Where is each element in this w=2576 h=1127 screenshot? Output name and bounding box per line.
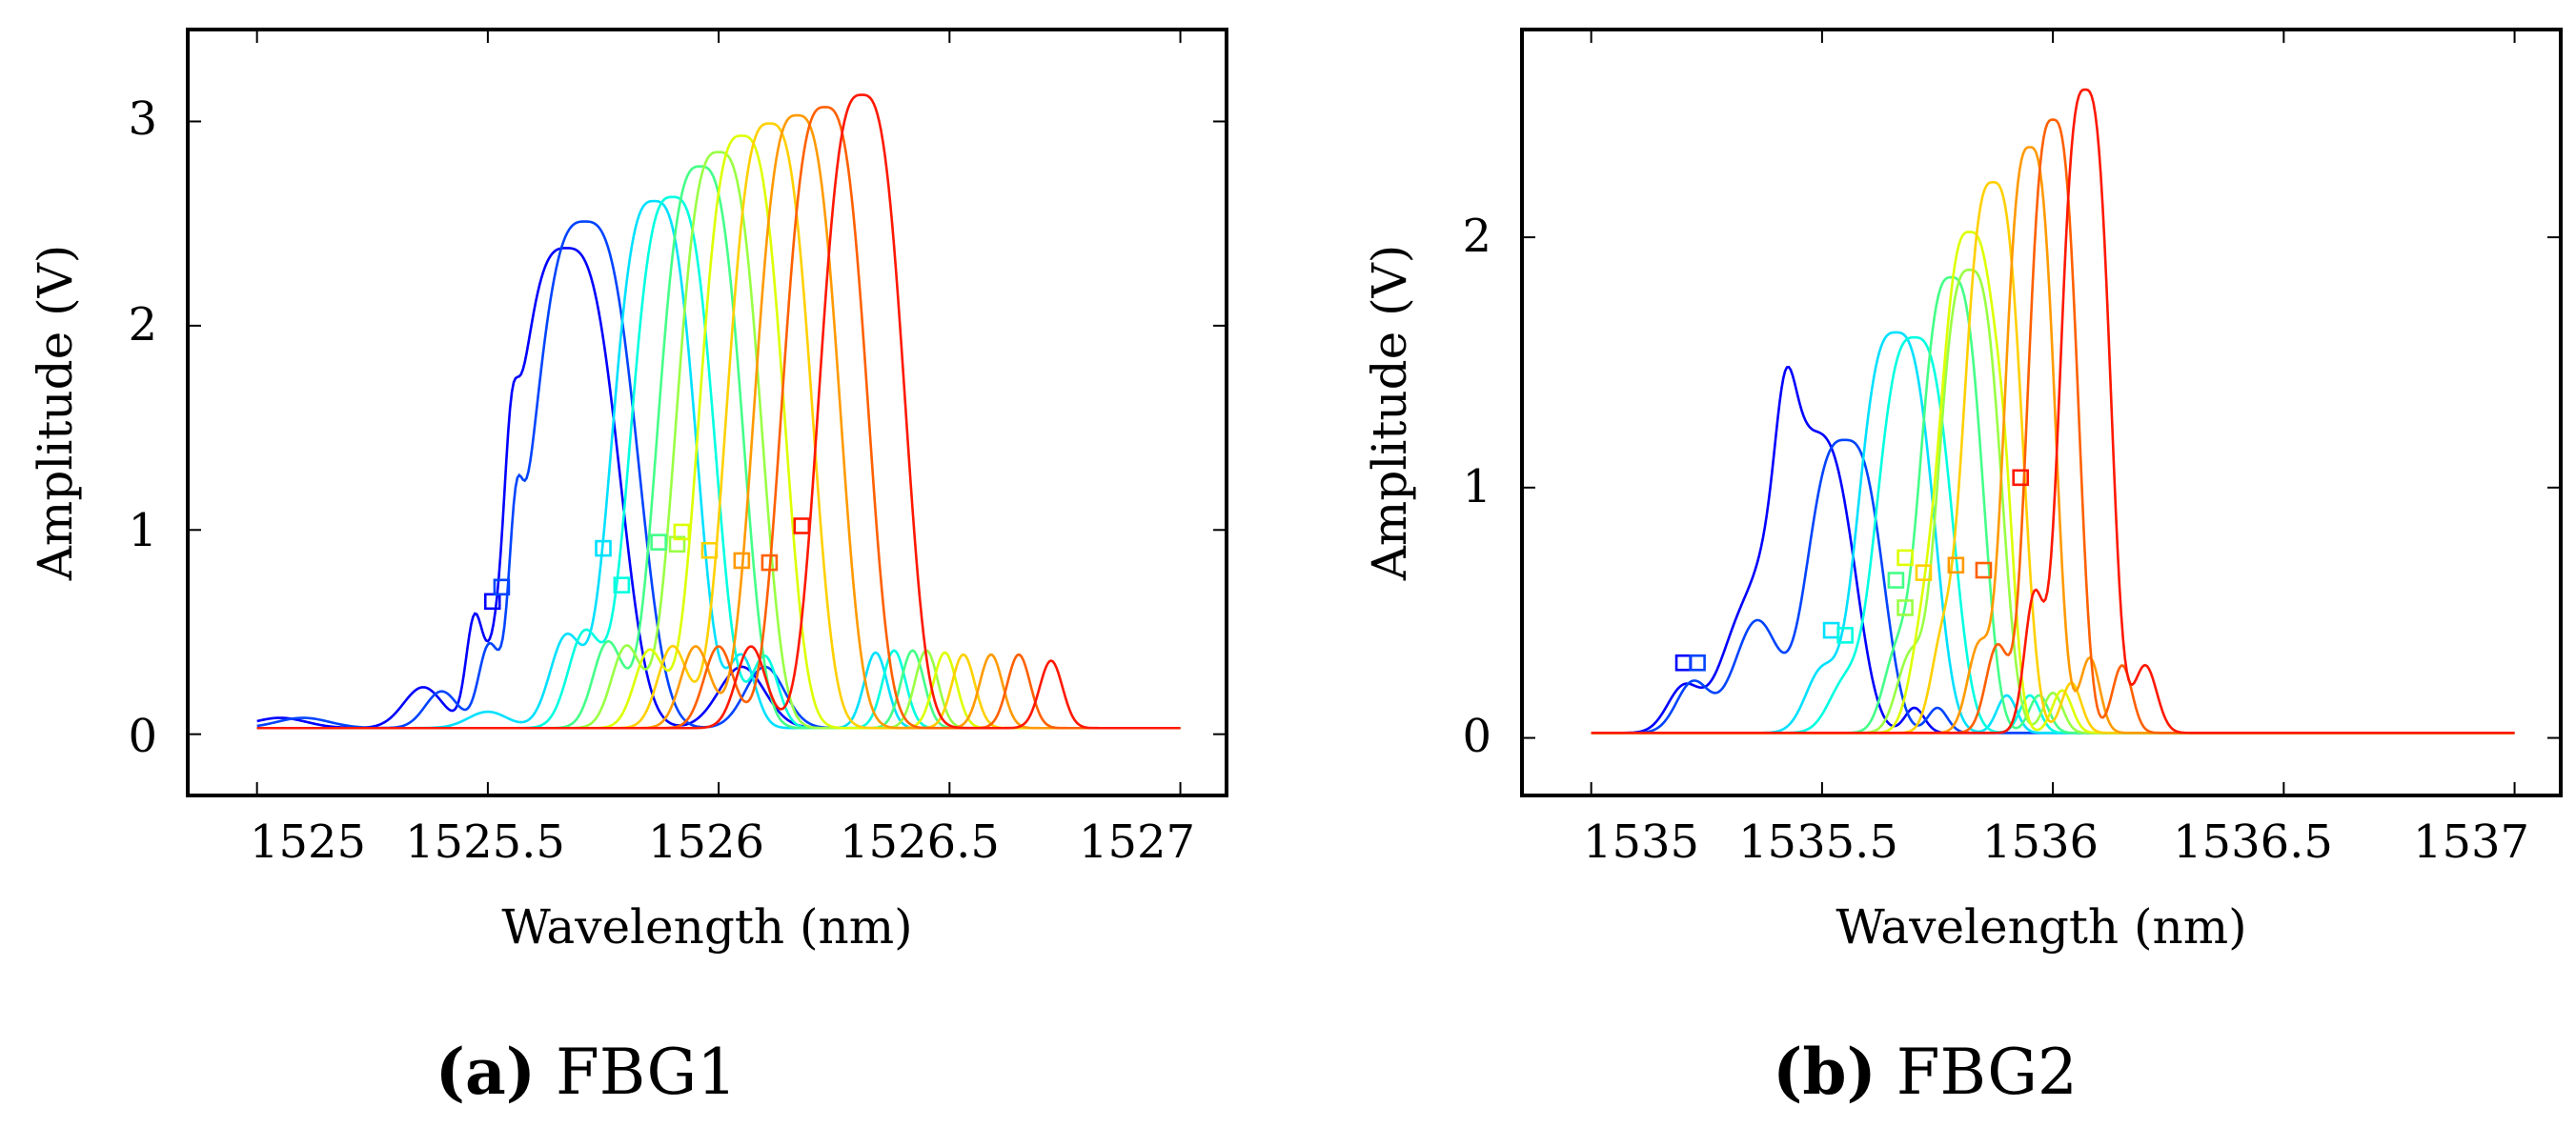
y-axis-label: Amplitude (V) — [1362, 245, 1417, 581]
caption-text: FBG1 — [556, 1036, 737, 1109]
marker-b-9 — [1947, 556, 1965, 574]
series-line-a-8 — [256, 122, 1181, 730]
marker-group-b — [1674, 469, 2029, 672]
marker-b-1 — [1674, 654, 1693, 672]
panel-caption: (a) FBG1 — [436, 1035, 737, 1109]
marker-a-8 — [700, 541, 719, 559]
marker-a-3 — [595, 539, 612, 557]
y-tick-label: 0 — [128, 710, 157, 763]
x-tick-label: 1525.5 — [405, 815, 565, 869]
x-axis-label: Wavelength (nm) — [501, 899, 912, 955]
marker-b-2 — [1689, 654, 1706, 672]
marker-a-6 — [668, 535, 686, 553]
marker-a-10 — [761, 553, 779, 572]
x-tick-label: 1526.5 — [840, 815, 1000, 869]
series-group-b — [1591, 88, 2515, 735]
y-axis-label: Amplitude (V) — [28, 245, 83, 581]
series-line-b-9 — [1591, 146, 2515, 735]
series-line-b-10 — [1591, 118, 2515, 735]
marker-a-1 — [483, 593, 501, 611]
series-line-b-8 — [1591, 180, 2515, 735]
y-tick-label: 3 — [128, 92, 157, 146]
series-group-a — [256, 93, 1181, 730]
caption-letter: a — [465, 1035, 506, 1109]
y-tick-label: 2 — [128, 298, 157, 352]
caption-letter: b — [1802, 1035, 1846, 1109]
x-tick-label: 1535.5 — [1738, 815, 1898, 869]
panel-a: 1525 1525.5 1526 1526.5 1527 0 1 2 3 Wav… — [28, 28, 1228, 1109]
y-tick-label: 2 — [1462, 210, 1491, 263]
x-tick-label: 1526 — [648, 815, 764, 869]
series-line-a-3 — [256, 199, 1181, 730]
marker-b-5 — [1887, 572, 1905, 589]
marker-a-2 — [493, 578, 511, 596]
marker-b-11 — [2012, 469, 2029, 487]
x-tick-label: 1536.5 — [2173, 815, 2333, 869]
marker-a-7 — [673, 523, 691, 541]
series-line-b-7 — [1591, 231, 2515, 735]
marker-a-4 — [613, 576, 631, 594]
marker-b-4 — [1836, 627, 1854, 644]
marker-b-10 — [1975, 561, 1993, 579]
y-tick-label: 1 — [1462, 460, 1491, 513]
y-tick-label: 1 — [128, 504, 157, 557]
axis-ticks-a — [188, 30, 1227, 795]
series-line-a-5 — [256, 165, 1181, 730]
x-tick-label: 1525 — [250, 815, 366, 869]
marker-a-9 — [733, 552, 751, 570]
marker-a-5 — [650, 533, 667, 551]
panel-b: 1535 1535.5 1536 1536.5 1537 0 1 2 Wavel… — [1362, 28, 2563, 1109]
series-line-a-7 — [256, 134, 1181, 730]
series-line-b-1 — [1591, 365, 2515, 735]
marker-group-a — [483, 517, 811, 611]
x-tick-label: 1527 — [1079, 815, 1195, 869]
series-line-a-9 — [256, 113, 1181, 730]
marker-b-7 — [1897, 549, 1914, 567]
plot-frame-b — [1520, 28, 2563, 797]
marker-b-3 — [1822, 621, 1840, 639]
series-line-a-4 — [256, 195, 1181, 730]
series-line-b-11 — [1591, 88, 2515, 735]
series-line-a-6 — [256, 151, 1181, 730]
x-tick-label: 1537 — [2413, 815, 2529, 869]
x-tick-label: 1535 — [1583, 815, 1699, 869]
x-axis-label: Wavelength (nm) — [1836, 899, 2246, 955]
x-tick-label: 1536 — [1982, 815, 2099, 869]
marker-b-6 — [1897, 599, 1914, 616]
series-line-b-2 — [1591, 438, 2515, 735]
caption-text: FBG2 — [1897, 1036, 2078, 1109]
marker-b-8 — [1915, 564, 1933, 581]
plot-frame-a — [186, 28, 1228, 797]
series-line-a-11 — [256, 93, 1181, 730]
marker-a-11 — [793, 517, 811, 534]
axis-ticks-b — [1522, 30, 2561, 795]
panel-caption: (b) FBG2 — [1773, 1035, 2078, 1109]
y-tick-label: 0 — [1462, 710, 1491, 763]
